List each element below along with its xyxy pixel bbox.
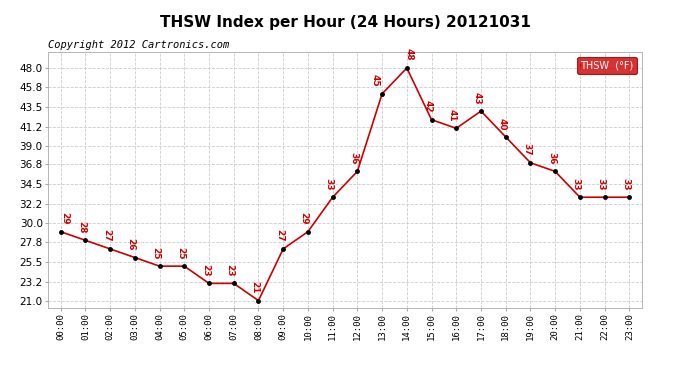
Text: 33: 33 <box>572 178 581 190</box>
Text: 36: 36 <box>547 152 556 165</box>
Text: 21: 21 <box>250 281 259 294</box>
Text: 37: 37 <box>522 143 531 156</box>
Text: 33: 33 <box>596 178 605 190</box>
Text: 40: 40 <box>497 117 506 130</box>
Text: 23: 23 <box>226 264 235 276</box>
Text: 29: 29 <box>60 212 69 225</box>
Text: 33: 33 <box>621 178 630 190</box>
Text: 29: 29 <box>299 212 308 225</box>
Text: 27: 27 <box>275 230 284 242</box>
Text: 26: 26 <box>127 238 136 250</box>
Text: Copyright 2012 Cartronics.com: Copyright 2012 Cartronics.com <box>48 40 230 50</box>
Text: THSW Index per Hour (24 Hours) 20121031: THSW Index per Hour (24 Hours) 20121031 <box>159 15 531 30</box>
Text: 36: 36 <box>349 152 358 165</box>
Text: 28: 28 <box>77 221 86 233</box>
Text: 43: 43 <box>473 92 482 104</box>
Text: 45: 45 <box>370 74 380 87</box>
Text: 25: 25 <box>151 247 160 259</box>
Text: 41: 41 <box>448 109 457 122</box>
Text: 48: 48 <box>405 48 414 60</box>
Text: 33: 33 <box>324 178 333 190</box>
Text: 42: 42 <box>424 100 433 113</box>
Text: 27: 27 <box>102 230 111 242</box>
Text: 25: 25 <box>176 247 185 259</box>
Text: 23: 23 <box>201 264 210 276</box>
Legend: THSW  (°F): THSW (°F) <box>577 57 637 74</box>
